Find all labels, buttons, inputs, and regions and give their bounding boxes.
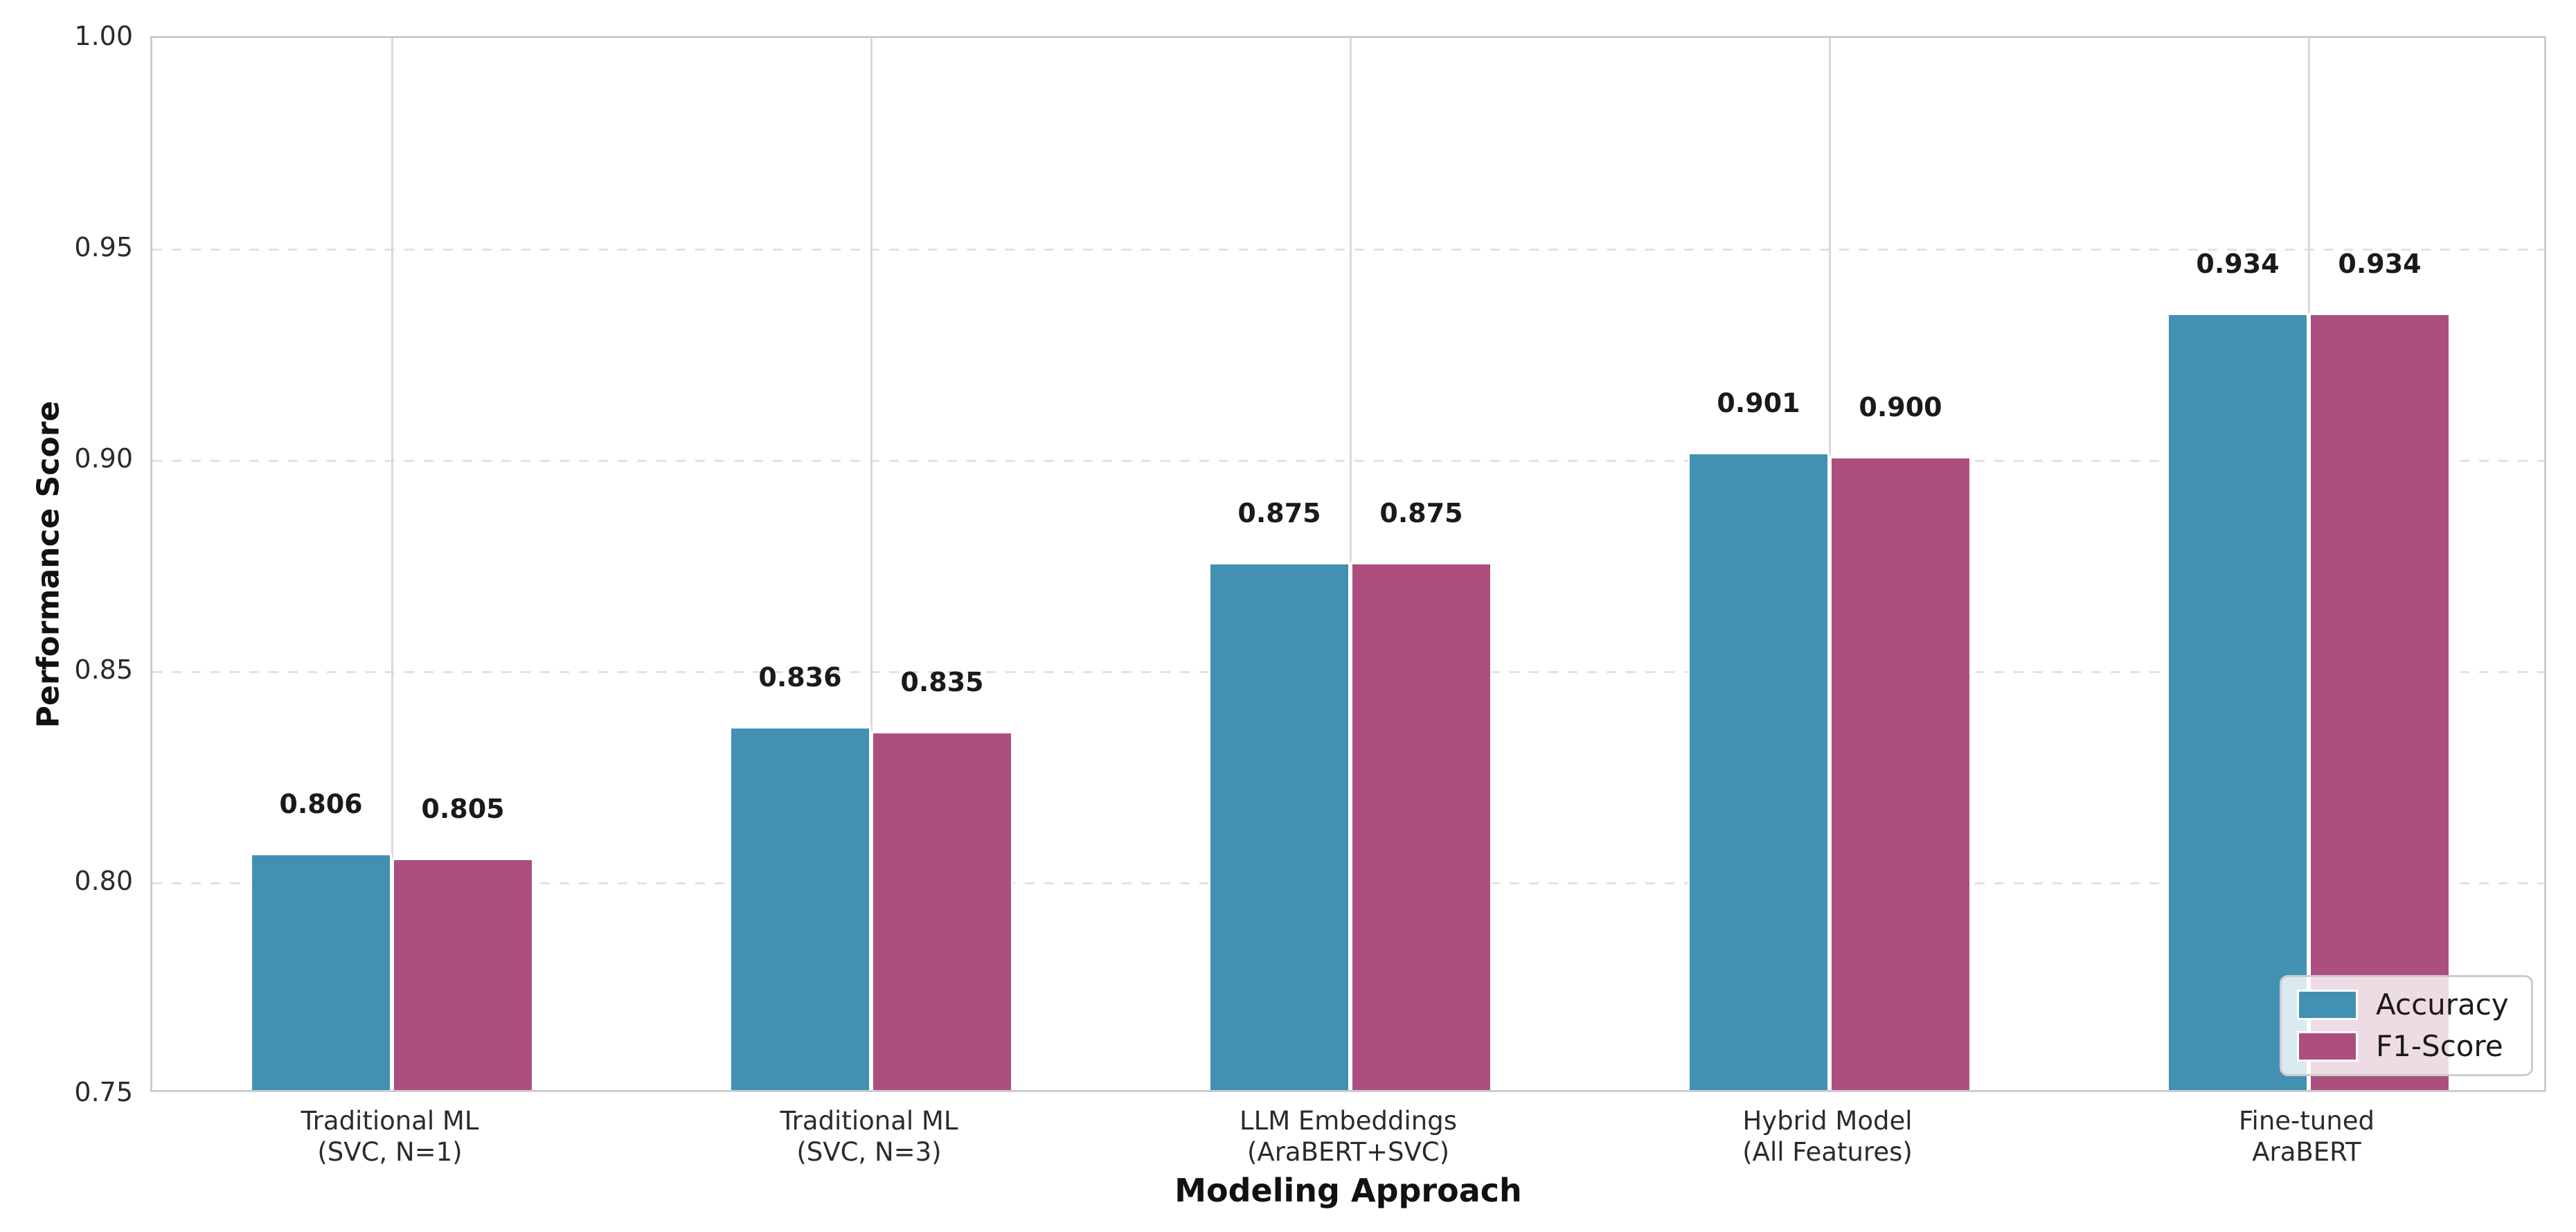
x-tick-label: Traditional ML (SVC, N=3) bbox=[780, 1106, 958, 1167]
h-gridline bbox=[152, 249, 2544, 251]
y-tick-label: 1.00 bbox=[74, 21, 133, 51]
legend-label-f1-score: F1-Score bbox=[2376, 1029, 2503, 1063]
bar-accuracy bbox=[250, 853, 392, 1090]
bar-value-label: 0.805 bbox=[421, 793, 505, 824]
v-gridline bbox=[870, 38, 873, 1090]
plot-area: 0.806 0.805 0.836 0.835 0.875 0.875 0.901 0.900… bbox=[150, 36, 2546, 1092]
bar-f1-score bbox=[2309, 312, 2451, 1090]
bar-accuracy bbox=[2167, 312, 2309, 1090]
bar-value-label: 0.875 bbox=[1237, 497, 1321, 528]
bar-value-label: 0.900 bbox=[1859, 392, 1942, 422]
bar-accuracy bbox=[1208, 562, 1350, 1090]
bar-value-label: 0.934 bbox=[2196, 248, 2280, 279]
legend-entry-accuracy: Accuracy bbox=[2297, 990, 2516, 1020]
bar-value-label: 0.806 bbox=[279, 789, 363, 820]
bar-value-label: 0.875 bbox=[1379, 497, 1463, 528]
bar-value-label: 0.836 bbox=[758, 662, 842, 693]
x-axis-title: Modeling Approach bbox=[1174, 1172, 1522, 1209]
bar-value-label: 0.934 bbox=[2338, 248, 2422, 279]
y-tick-label: 0.75 bbox=[74, 1077, 133, 1107]
h-gridline bbox=[152, 460, 2544, 462]
bar-f1-score bbox=[871, 731, 1013, 1090]
x-tick-label: Fine-tuned AraBERT bbox=[2238, 1106, 2375, 1167]
f1-score-swatch-icon bbox=[2297, 1031, 2358, 1062]
y-tick-label: 0.85 bbox=[74, 654, 133, 685]
bar-value-label: 0.835 bbox=[900, 666, 984, 697]
y-tick-label: 0.90 bbox=[74, 443, 133, 474]
bar-accuracy bbox=[729, 726, 871, 1090]
x-tick-label: Hybrid Model (All Features) bbox=[1742, 1106, 1913, 1167]
y-tick-label: 0.80 bbox=[74, 866, 133, 896]
x-tick-label: Traditional ML (SVC, N=1) bbox=[301, 1106, 479, 1167]
bar-f1-score bbox=[1350, 562, 1492, 1090]
bar-accuracy bbox=[1688, 452, 1830, 1090]
v-gridline bbox=[391, 38, 393, 1090]
bar-f1-score bbox=[392, 857, 534, 1090]
x-tick-label: LLM Embeddings (AraBERT+SVC) bbox=[1239, 1106, 1458, 1167]
legend-label-accuracy: Accuracy bbox=[2376, 988, 2509, 1021]
legend-entry-f1-score: F1-Score bbox=[2297, 1031, 2516, 1062]
bar-value-label: 0.901 bbox=[1717, 387, 1800, 418]
y-tick-label: 0.95 bbox=[74, 232, 133, 262]
legend: Accuracy F1-Score bbox=[2280, 975, 2533, 1076]
bar-f1-score bbox=[1830, 456, 1971, 1090]
accuracy-swatch-icon bbox=[2297, 990, 2358, 1020]
